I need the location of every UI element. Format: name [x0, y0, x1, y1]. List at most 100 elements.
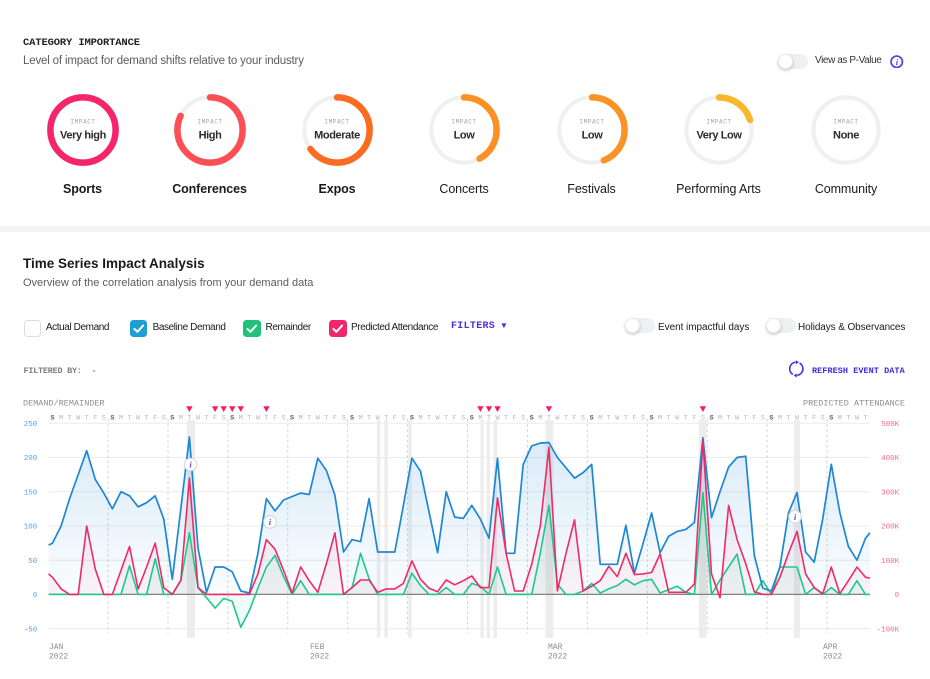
- svg-text:IMPACT: IMPACT: [324, 118, 349, 125]
- svg-text:S: S: [290, 414, 294, 422]
- svg-text:T: T: [667, 414, 671, 422]
- svg-text:S: S: [410, 414, 414, 422]
- svg-text:T: T: [487, 414, 491, 422]
- svg-text:F: F: [93, 414, 97, 422]
- svg-text:500K: 500K: [881, 421, 900, 429]
- svg-text:F: F: [153, 414, 157, 422]
- svg-text:M: M: [838, 414, 842, 422]
- svg-text:M: M: [359, 414, 363, 422]
- svg-text:F: F: [213, 414, 217, 422]
- svg-text:High: High: [198, 129, 222, 141]
- svg-text:-100K: -100K: [877, 626, 900, 634]
- svg-text:T: T: [247, 414, 251, 422]
- svg-text:S: S: [581, 414, 585, 422]
- svg-text:S: S: [50, 414, 54, 422]
- svg-text:2022: 2022: [49, 653, 68, 662]
- svg-text:S: S: [162, 414, 166, 422]
- svg-text:T: T: [444, 414, 448, 422]
- svg-text:0: 0: [33, 592, 38, 600]
- svg-text:T: T: [744, 414, 748, 422]
- svg-text:W: W: [196, 414, 201, 422]
- svg-text:W: W: [256, 414, 261, 422]
- svg-text:F: F: [273, 414, 277, 422]
- svg-text:M: M: [299, 414, 303, 422]
- svg-text:S: S: [341, 414, 345, 422]
- svg-text:T: T: [504, 414, 508, 422]
- svg-text:2022: 2022: [548, 653, 567, 662]
- svg-text:S: S: [401, 414, 405, 422]
- svg-text:M: M: [418, 414, 422, 422]
- svg-text:F: F: [453, 414, 457, 422]
- svg-text:IMPACT: IMPACT: [833, 118, 858, 125]
- svg-text:T: T: [324, 414, 328, 422]
- svg-text:IMPACT: IMPACT: [197, 118, 222, 125]
- svg-text:S: S: [230, 414, 234, 422]
- svg-text:T: T: [264, 414, 268, 422]
- svg-text:250: 250: [24, 421, 38, 429]
- svg-text:T: T: [786, 414, 790, 422]
- svg-text:T: T: [145, 414, 149, 422]
- svg-text:MAR: MAR: [548, 643, 563, 652]
- svg-text:200K: 200K: [881, 524, 900, 532]
- svg-text:T: T: [427, 414, 431, 422]
- svg-text:W: W: [316, 414, 321, 422]
- svg-text:W: W: [675, 414, 680, 422]
- svg-text:T: T: [68, 414, 72, 422]
- svg-text:F: F: [572, 414, 576, 422]
- svg-text:T: T: [863, 414, 867, 422]
- svg-text:-50: -50: [24, 626, 38, 634]
- svg-text:M: M: [658, 414, 662, 422]
- svg-text:F: F: [632, 414, 636, 422]
- svg-text:S: S: [769, 414, 773, 422]
- svg-text:Low: Low: [454, 129, 476, 141]
- svg-text:IMPACT: IMPACT: [451, 118, 476, 125]
- svg-text:W: W: [495, 414, 500, 422]
- svg-text:PREDICTED ATTENDANCE: PREDICTED ATTENDANCE: [803, 399, 905, 409]
- svg-text:S: S: [590, 414, 594, 422]
- svg-text:S: S: [641, 414, 645, 422]
- svg-text:T: T: [204, 414, 208, 422]
- svg-text:F: F: [333, 414, 337, 422]
- svg-text:T: T: [127, 414, 131, 422]
- svg-text:JAN: JAN: [49, 643, 64, 652]
- svg-text:S: S: [110, 414, 114, 422]
- svg-text:W: W: [795, 414, 800, 422]
- svg-text:W: W: [735, 414, 740, 422]
- svg-text:W: W: [615, 414, 620, 422]
- svg-text:M: M: [778, 414, 782, 422]
- svg-text:FEB: FEB: [310, 643, 325, 652]
- svg-text:S: S: [701, 414, 705, 422]
- svg-text:T: T: [684, 414, 688, 422]
- svg-text:i: i: [189, 460, 192, 470]
- svg-text:M: M: [538, 414, 542, 422]
- svg-text:F: F: [692, 414, 696, 422]
- svg-text:T: T: [804, 414, 808, 422]
- svg-text:100: 100: [24, 524, 38, 532]
- svg-text:S: S: [709, 414, 713, 422]
- svg-text:S: S: [222, 414, 226, 422]
- svg-text:S: S: [350, 414, 354, 422]
- svg-text:2022: 2022: [310, 653, 329, 662]
- svg-text:W: W: [436, 414, 441, 422]
- svg-text:F: F: [393, 414, 397, 422]
- svg-text:S: S: [282, 414, 286, 422]
- svg-text:S: S: [530, 414, 534, 422]
- svg-text:M: M: [119, 414, 123, 422]
- svg-text:M: M: [718, 414, 722, 422]
- svg-text:S: S: [650, 414, 654, 422]
- svg-text:T: T: [384, 414, 388, 422]
- svg-text:0: 0: [895, 592, 900, 600]
- svg-text:100K: 100K: [881, 558, 900, 566]
- svg-text:150: 150: [24, 489, 38, 497]
- svg-text:F: F: [812, 414, 816, 422]
- svg-text:DEMAND/REMAINDER: DEMAND/REMAINDER: [23, 399, 105, 409]
- svg-text:i: i: [896, 56, 899, 66]
- svg-text:T: T: [607, 414, 611, 422]
- svg-text:T: T: [846, 414, 850, 422]
- svg-text:S: S: [461, 414, 465, 422]
- svg-text:W: W: [136, 414, 141, 422]
- svg-text:S: S: [761, 414, 765, 422]
- svg-text:M: M: [239, 414, 243, 422]
- svg-text:Very high: Very high: [60, 129, 107, 141]
- svg-text:M: M: [59, 414, 63, 422]
